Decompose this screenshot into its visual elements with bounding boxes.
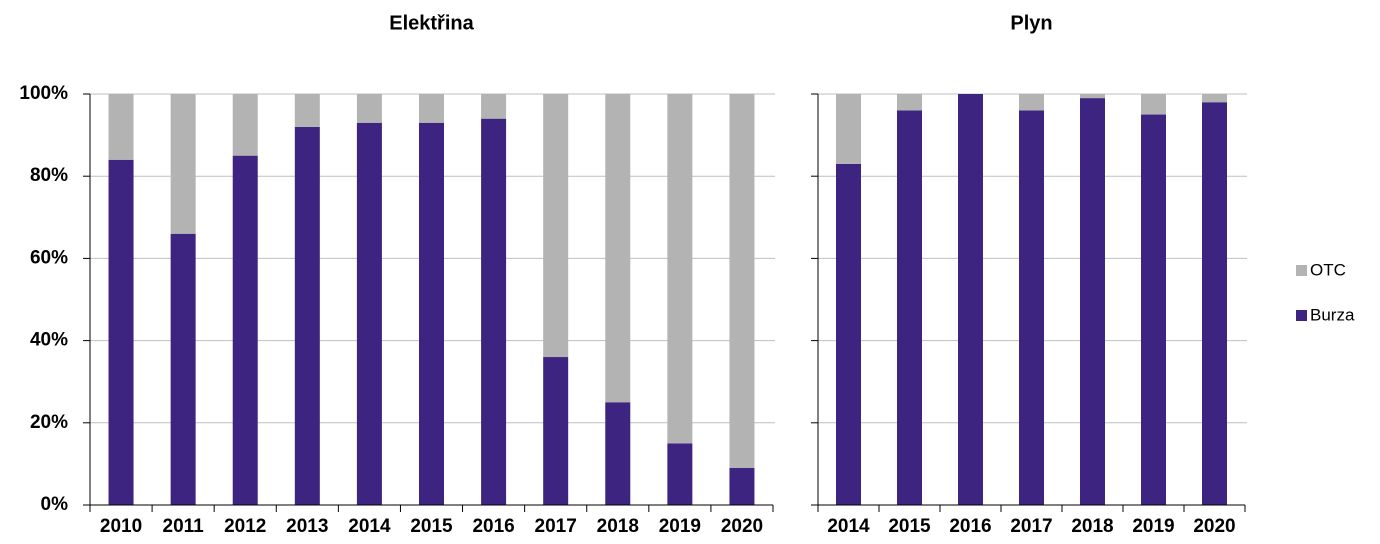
bar-segment xyxy=(729,94,755,469)
x-tick-label: 2016 xyxy=(472,516,514,537)
bar-segment xyxy=(170,233,196,506)
bar-segment xyxy=(897,110,922,505)
x-tick-label: 2010 xyxy=(100,516,142,537)
x-tick-label: 2020 xyxy=(1193,516,1235,537)
legend-swatch xyxy=(1296,265,1307,276)
bar-segment xyxy=(1019,94,1044,111)
bar-segment xyxy=(108,94,134,160)
bar-segment xyxy=(356,122,382,506)
legend-label: Burza xyxy=(1310,305,1355,324)
bar-segment xyxy=(419,94,444,123)
bar-segment xyxy=(419,122,444,506)
x-tick-label: 2017 xyxy=(1010,516,1052,537)
x-tick-label: 2016 xyxy=(949,516,991,537)
y-tick-label: 100% xyxy=(19,83,68,104)
bar-segment xyxy=(294,126,320,505)
x-tick-label: 2013 xyxy=(286,516,328,537)
bar-segment xyxy=(1019,110,1044,505)
bar-segment xyxy=(294,94,320,127)
bar-segment xyxy=(232,94,258,156)
bar-segment xyxy=(958,94,983,505)
legend-label: OTC xyxy=(1310,260,1346,279)
bar-segment xyxy=(356,94,382,123)
bar-segment xyxy=(667,443,693,505)
chart-title: Elektřina xyxy=(389,12,474,34)
bar-segment xyxy=(667,94,693,444)
x-tick-label: 2018 xyxy=(597,516,639,537)
bar-segment xyxy=(1141,114,1166,506)
x-tick-label: 2020 xyxy=(721,516,763,537)
y-tick-label: 20% xyxy=(30,412,68,433)
y-tick-label: 0% xyxy=(41,494,69,515)
y-tick-label: 80% xyxy=(30,165,68,186)
x-tick-label: 2014 xyxy=(827,516,870,537)
bar-segment xyxy=(1202,94,1227,103)
bar-segment xyxy=(1080,94,1105,99)
bar-segment xyxy=(836,163,861,505)
x-tick-label: 2018 xyxy=(1071,516,1113,537)
bar-segment xyxy=(836,94,861,164)
x-tick-label: 2019 xyxy=(659,516,701,537)
legend-swatch xyxy=(1296,310,1307,321)
bar-segment xyxy=(605,402,631,505)
bar-segment xyxy=(543,357,569,505)
bar-segment xyxy=(232,155,258,505)
x-tick-label: 2012 xyxy=(224,516,266,537)
x-tick-label: 2019 xyxy=(1132,516,1174,537)
chart-title: Plyn xyxy=(1010,12,1052,34)
bar-segment xyxy=(1080,98,1105,506)
y-tick-label: 40% xyxy=(30,330,68,351)
y-tick-label: 60% xyxy=(30,247,68,268)
bar-segment xyxy=(481,94,507,119)
x-tick-label: 2015 xyxy=(888,516,931,537)
x-tick-label: 2015 xyxy=(410,516,453,537)
bar-segment xyxy=(481,118,507,505)
bar-segment xyxy=(729,468,755,505)
bar-segment xyxy=(1202,102,1227,505)
bar-segment xyxy=(108,159,134,505)
bar-segment xyxy=(543,94,569,358)
bar-segment xyxy=(170,94,196,234)
bar-segment xyxy=(605,94,631,403)
x-tick-label: 2011 xyxy=(163,516,205,537)
x-tick-label: 2017 xyxy=(535,516,577,537)
bar-segment xyxy=(897,94,922,111)
x-tick-label: 2014 xyxy=(348,516,391,537)
bar-segment xyxy=(1141,94,1166,115)
